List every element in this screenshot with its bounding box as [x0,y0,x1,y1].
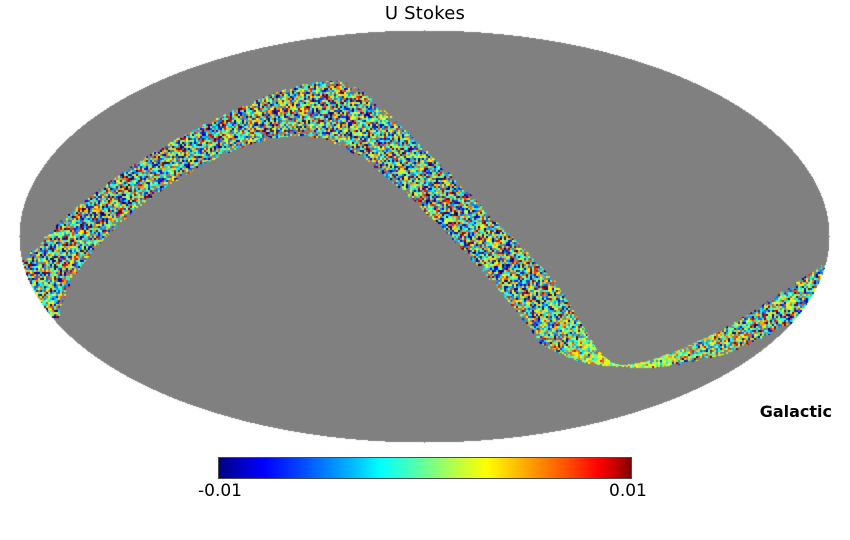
colorbar-min-tick-label: -0.01 [198,481,242,501]
colorbar[interactable] [218,457,632,479]
coordinate-system-label: Galactic [759,402,832,421]
sky-map[interactable] [0,26,850,446]
colorbar-max-tick-label: 0.01 [609,481,647,501]
page-title: U Stokes [384,3,466,24]
colorbar-gradient [218,457,632,479]
